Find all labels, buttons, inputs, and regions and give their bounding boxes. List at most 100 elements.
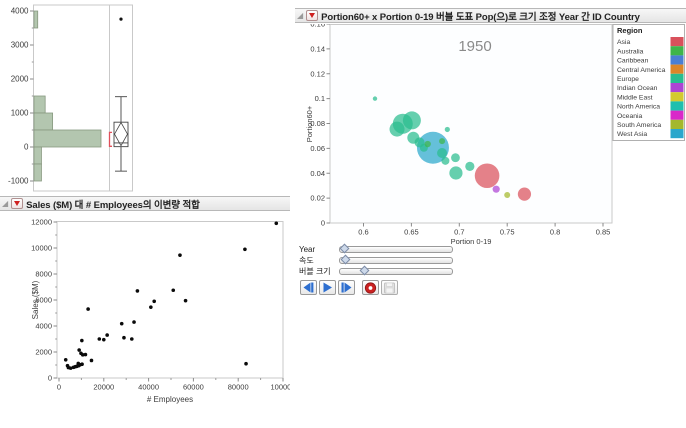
disclosure-triangle-icon[interactable]: ◢: [297, 10, 304, 20]
bubble-europe[interactable]: [449, 166, 463, 180]
bubble-europe[interactable]: [389, 121, 405, 137]
red-triangle-menu-button[interactable]: [306, 10, 319, 21]
legend-item-label[interactable]: Caribbean: [617, 58, 649, 65]
legend-swatch[interactable]: [670, 64, 684, 74]
legend-swatch[interactable]: [670, 101, 684, 111]
bubble-size-slider-thumb[interactable]: [359, 265, 370, 276]
year-slider-thumb[interactable]: [339, 243, 350, 254]
legend-item-label[interactable]: Asia: [617, 39, 630, 46]
legend-item-label[interactable]: Central America: [617, 67, 666, 74]
scatter-point[interactable]: [122, 335, 126, 340]
scatter-point[interactable]: [152, 299, 156, 304]
scatter-point[interactable]: [243, 247, 247, 252]
scatter-point[interactable]: [97, 337, 102, 341]
legend-item-label[interactable]: Indian Ocean: [617, 85, 658, 92]
y-axis-label: Sales ($M): [31, 280, 40, 319]
legend-item-label[interactable]: Oceania: [617, 113, 643, 120]
histogram-bar[interactable]: [33, 10, 39, 29]
legend-swatch[interactable]: [670, 46, 684, 56]
scatter-point[interactable]: [135, 289, 140, 293]
histogram-bar[interactable]: [33, 95, 46, 114]
bubble-europe[interactable]: [465, 161, 475, 172]
scatter-point[interactable]: [86, 307, 90, 311]
bubble-size-slider-row: 버블 크기: [299, 265, 681, 277]
year-slider-label: Year: [299, 245, 316, 254]
legend-item-label[interactable]: West Asia: [617, 131, 647, 138]
bubble-europe[interactable]: [451, 153, 460, 163]
boxplot-outlier[interactable]: [119, 17, 123, 21]
scatter-point[interactable]: [89, 358, 94, 363]
scatter-point[interactable]: [274, 221, 279, 226]
speed-slider[interactable]: [339, 254, 453, 265]
legend-swatch[interactable]: [670, 37, 684, 47]
scatter-point[interactable]: [80, 362, 84, 367]
scatter-point[interactable]: [105, 333, 109, 337]
speed-slider-thumb[interactable]: [340, 254, 351, 265]
step-forward-button[interactable]: [338, 280, 355, 295]
scatter-point[interactable]: [149, 305, 153, 309]
scatter-point[interactable]: [102, 337, 106, 342]
save-button[interactable]: [381, 280, 398, 295]
scatter-point[interactable]: [63, 358, 68, 362]
step-forward-icon: [341, 282, 352, 293]
legend-swatch[interactable]: [670, 119, 684, 129]
bubble-asia[interactable]: [517, 187, 532, 201]
histogram-bar[interactable]: [33, 146, 42, 165]
legend-item-label[interactable]: Europe: [617, 76, 639, 83]
histogram-bar[interactable]: [33, 112, 54, 131]
scatter-point[interactable]: [183, 298, 188, 303]
scatter-point[interactable]: [83, 352, 88, 357]
scatter-point[interactable]: [80, 353, 85, 357]
axis-tick-label: 0: [48, 374, 52, 383]
scatter-point[interactable]: [178, 253, 182, 257]
axis-tick-label: 0.14: [310, 44, 325, 53]
play-button[interactable]: [319, 280, 336, 295]
legend-swatch[interactable]: [670, 110, 684, 120]
bubble-title: Portion60+ x Portion 0-19 버블 도표 Pop(으)로 …: [321, 11, 640, 23]
scatter-point[interactable]: [77, 348, 81, 352]
legend-swatch[interactable]: [670, 92, 684, 102]
scatter-point[interactable]: [132, 320, 136, 324]
legend-item-label[interactable]: Middle East: [617, 94, 653, 101]
scatter-point[interactable]: [76, 361, 81, 366]
bubble-indian-ocean[interactable]: [492, 185, 500, 193]
record-button[interactable]: [362, 280, 379, 295]
scatter-point[interactable]: [119, 321, 124, 326]
speed-slider-row: 속도: [299, 254, 681, 266]
axis-tick-label: 0.06: [310, 144, 325, 153]
bubble-europe[interactable]: [444, 126, 450, 133]
scatter-point[interactable]: [68, 366, 73, 370]
histogram-bar[interactable]: [33, 163, 42, 182]
legend-item-label[interactable]: North America: [617, 104, 660, 111]
disclosure-triangle-icon[interactable]: ◢: [2, 198, 9, 208]
scatter-point[interactable]: [80, 338, 84, 343]
year-slider[interactable]: [339, 243, 453, 254]
legend-swatch[interactable]: [670, 83, 684, 93]
legend-swatch[interactable]: [670, 73, 684, 83]
histogram-bar[interactable]: [33, 129, 102, 148]
bubble-europe[interactable]: [437, 147, 448, 158]
bubble-south-america[interactable]: [504, 192, 511, 199]
bubble-europe[interactable]: [441, 156, 450, 165]
legend-item-label[interactable]: South America: [617, 122, 661, 129]
red-triangle-menu-button[interactable]: [11, 198, 24, 209]
bubble-size-slider[interactable]: [339, 265, 453, 276]
bubble-asia[interactable]: [474, 163, 500, 189]
bivariate-title: Sales ($M) 대 # Employees의 이변량 적합: [26, 199, 200, 211]
axis-tick-label: 0: [24, 143, 29, 152]
save-icon: [384, 282, 395, 293]
legend-swatch[interactable]: [670, 55, 684, 65]
scatter-point[interactable]: [171, 288, 176, 293]
step-back-button[interactable]: [300, 280, 317, 295]
bubble-australia[interactable]: [439, 138, 446, 145]
legend-swatch[interactable]: [670, 129, 684, 139]
axis-tick-label: 12000: [31, 218, 52, 227]
scatter-point[interactable]: [244, 361, 248, 366]
bubble-australia[interactable]: [424, 140, 431, 148]
bubble-europe[interactable]: [402, 111, 421, 130]
scatter-point[interactable]: [130, 337, 134, 341]
bubble-europe[interactable]: [372, 96, 378, 101]
legend-item-label[interactable]: Australia: [617, 48, 644, 55]
record-icon: [364, 281, 377, 294]
